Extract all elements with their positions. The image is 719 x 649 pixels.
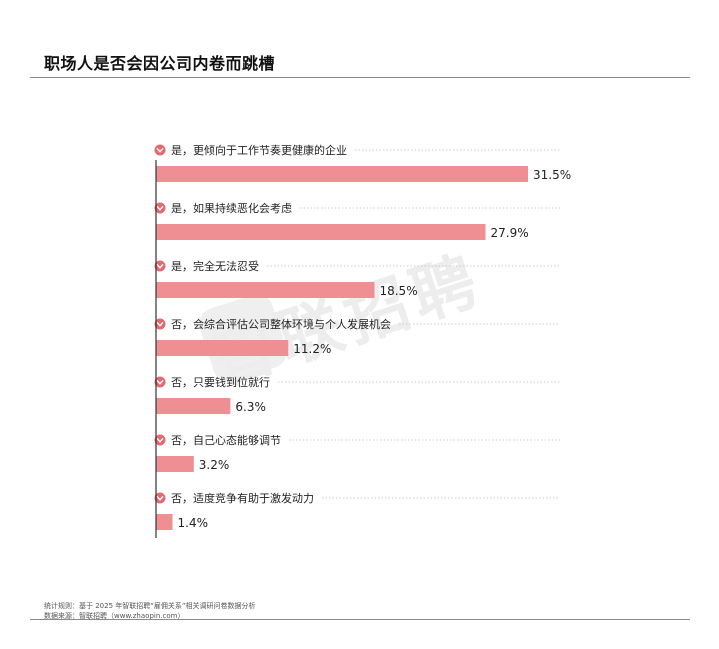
category-label: 否，适度竞争有助于激发动力: [171, 491, 314, 505]
bar: [156, 282, 375, 298]
heart-icon: [154, 260, 166, 272]
footer: 统计规则：基于 2025 年智联招聘“雇佣关系”相关调研问卷数据分析 数据来源：…: [44, 601, 256, 621]
heart-icon: [154, 318, 166, 330]
bar: [156, 166, 528, 182]
category-label: 否，会综合评估公司整体环境与个人发展机会: [171, 317, 391, 331]
bar: [156, 224, 486, 240]
bar: [156, 340, 289, 356]
heart-icon: [154, 144, 166, 156]
bar: [156, 456, 194, 472]
data-label: 27.9%: [490, 226, 528, 240]
footer-source-note: 数据来源：智联招聘（www.zhaopin.com）: [44, 612, 185, 620]
category-label: 是，如果持续恶化会考虑: [171, 201, 292, 215]
category-label: 是，完全无法忍受: [171, 259, 259, 273]
footer-divider: [30, 619, 690, 620]
heart-icon: [154, 202, 166, 214]
bar: [156, 514, 173, 530]
data-label: 3.2%: [199, 458, 230, 472]
data-label: 18.5%: [379, 284, 417, 298]
category-label: 否，只要钱到位就行: [171, 375, 270, 389]
data-label: 6.3%: [235, 400, 266, 414]
data-label: 1.4%: [178, 516, 209, 530]
heart-icon-mark: [156, 438, 164, 443]
heart-icon: [154, 492, 166, 504]
data-label: 11.2%: [293, 342, 331, 356]
heart-icon-mark: [156, 322, 164, 327]
category-label: 否，自己心态能够调节: [171, 433, 281, 447]
bar: [156, 398, 231, 414]
heart-icon-mark: [156, 380, 164, 385]
heart-icon-mark: [156, 496, 164, 501]
heart-icon-mark: [156, 264, 164, 269]
heart-icon: [154, 434, 166, 446]
title-divider: [30, 77, 690, 78]
heart-icon-mark: [156, 148, 164, 153]
data-label: 31.5%: [533, 168, 571, 182]
page-title: 职场人是否会因公司内卷而跳槽: [44, 54, 276, 73]
heart-icon-mark: [156, 206, 164, 211]
category-label: 是，更倾向于工作节奏更健康的企业: [171, 143, 347, 157]
heart-icon: [154, 376, 166, 388]
footer-rule-note: 统计规则：基于 2025 年智联招聘“雇佣关系”相关调研问卷数据分析: [44, 602, 256, 610]
